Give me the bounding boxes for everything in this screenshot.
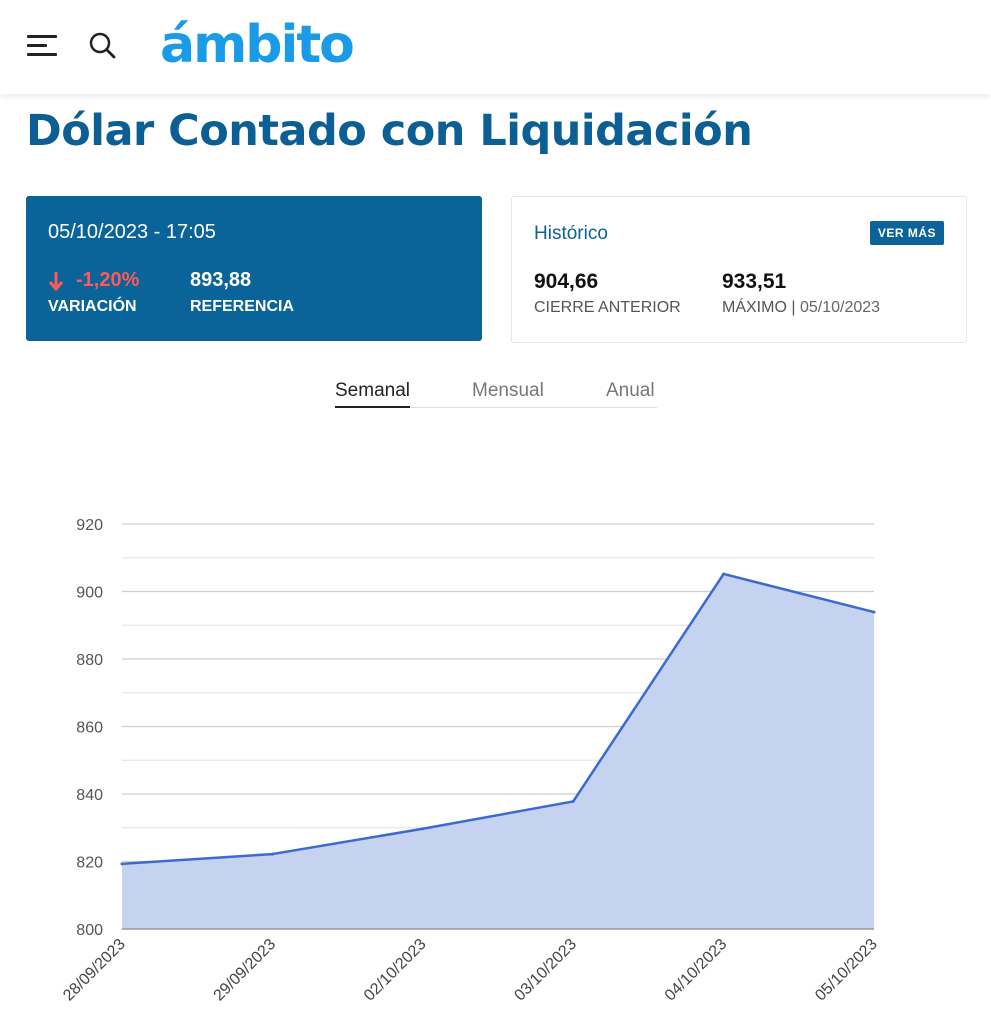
x-tick-label: 28/09/2023 [60,936,129,1005]
tab-semanal[interactable]: Semanal [335,380,410,408]
y-tick-label: 860 [76,720,103,737]
previous-close-label: CIERRE ANTERIOR [534,299,681,316]
y-tick-label: 920 [76,517,103,534]
quote-card: 05/10/2023 - 17:05 -1,20% VARIACIÓN 893,… [26,196,482,341]
reference-label: REFERENCIA [190,298,295,315]
maximum-label-text: MÁXIMO [722,299,787,316]
quote-datetime: 05/10/2023 - 17:05 [48,221,216,243]
page-title: Dólar Contado con Liquidación [26,106,753,156]
data-point [872,610,876,614]
y-tick-label: 840 [76,787,103,804]
y-tick-label: 900 [76,585,103,602]
series-line [121,572,875,866]
data-point [571,799,575,803]
x-tick-label: 02/10/2023 [361,936,430,1005]
tab-mensual[interactable]: Mensual [472,380,544,401]
y-tick-label: 800 [76,922,103,939]
data-point [722,572,726,576]
variation-label: VARIACIÓN [48,298,137,315]
data-point [421,827,425,831]
ver-mas-button[interactable]: VER MÁS [869,221,944,245]
variation-value: -1,20% [76,269,140,291]
x-tick-label: 04/10/2023 [662,936,731,1005]
x-tick-label: 05/10/2023 [812,936,881,1005]
maximum-value: 933,51 [722,270,787,293]
x-tick-label: 29/09/2023 [211,936,280,1005]
series-area [122,573,874,929]
tab-anual[interactable]: Anual [606,380,655,401]
maximum-label: MÁXIMO | 05/10/2023 [722,299,880,317]
site-logo[interactable]: ámbito [160,15,355,75]
historic-title: Histórico [534,223,608,244]
x-tick-label: 03/10/2023 [511,936,580,1005]
data-point [120,862,124,866]
y-tick-label: 820 [76,855,103,872]
arrow-down-icon [48,272,64,291]
reference-value: 893,88 [190,269,252,291]
hamburger-menu-icon[interactable] [27,33,57,59]
maximum-date: 05/10/2023 [799,299,881,316]
maximum-separator: | [791,299,796,316]
y-tick-label: 880 [76,652,103,669]
historic-card: Histórico VER MÁS 904,66 CIERRE ANTERIOR… [511,196,967,343]
top-navbar: ámbito [0,0,991,94]
period-tabs: Semanal Mensual Anual [335,380,657,408]
previous-close-value: 904,66 [534,270,599,293]
search-icon[interactable] [88,31,118,61]
data-point [270,852,274,856]
